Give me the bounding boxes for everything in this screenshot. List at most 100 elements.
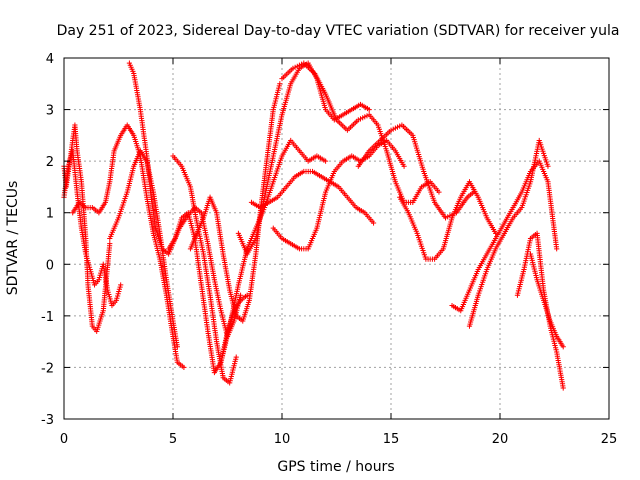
data-point-trail	[292, 61, 305, 70]
data-point-trail	[222, 376, 231, 385]
data-point-trail	[114, 284, 123, 301]
data-point-trail	[406, 212, 419, 234]
data-point	[174, 344, 180, 350]
data-point-trail	[85, 205, 93, 211]
data-point-trail	[398, 196, 410, 214]
data-point-trail	[400, 123, 414, 137]
data-point-trail	[74, 150, 84, 183]
data-point-trail	[176, 361, 185, 369]
data-series-track-17	[466, 137, 551, 329]
y-tick-label: -1	[41, 310, 54, 325]
data-point-trail	[311, 169, 323, 179]
data-point	[96, 277, 102, 283]
data-point-trail	[323, 170, 336, 193]
data-point-trail	[303, 168, 313, 175]
data-point-trail	[83, 238, 91, 286]
data-point-trail	[208, 196, 219, 214]
data-point-trail	[485, 248, 498, 270]
data-point-trail	[164, 279, 176, 322]
data-point-trail	[148, 196, 158, 229]
data-point-trail	[271, 114, 285, 157]
data-point-trail	[379, 129, 392, 142]
data-point-trail	[173, 217, 184, 239]
data-point	[560, 385, 566, 391]
data-point-trail	[161, 247, 170, 256]
data-point-trail	[281, 67, 294, 80]
data-point	[366, 106, 372, 113]
data-point-trail	[250, 200, 262, 210]
data-point-trail	[337, 186, 349, 199]
data-point-trail	[357, 113, 370, 122]
data-point-trail	[393, 181, 406, 203]
data-point-trail	[180, 211, 190, 220]
data-point-trail	[107, 150, 117, 183]
data-point-trail	[363, 211, 375, 224]
data-point-trail	[167, 237, 177, 250]
data-series-track-19	[527, 251, 566, 350]
data-point-trail	[299, 246, 309, 252]
data-point-trail	[188, 232, 199, 250]
data-point-trail	[335, 118, 349, 132]
data-point-trail	[329, 180, 340, 189]
data-point-trail	[467, 294, 481, 327]
data-point-trail	[541, 299, 553, 322]
data-point-trail	[410, 134, 426, 172]
data-point-trail	[466, 190, 475, 199]
data-point-trail	[356, 149, 371, 168]
data-point-trail	[390, 123, 403, 132]
data-point-trail	[220, 253, 232, 291]
data-point-trail	[534, 232, 546, 291]
data-point-trail	[441, 217, 455, 250]
data-point-trail	[298, 149, 310, 162]
data-point-trail	[236, 248, 250, 286]
data-point-trail	[193, 206, 203, 214]
data-point-trail	[239, 293, 249, 302]
data-point-trail	[411, 186, 423, 204]
data-point-trail	[314, 191, 328, 229]
data-point-trail	[289, 139, 301, 152]
data-point-trail	[85, 284, 95, 327]
data-point-trail	[476, 253, 489, 271]
y-tick-label: 3	[46, 104, 54, 119]
data-point-trail	[280, 83, 293, 116]
data-point-trail	[227, 356, 239, 384]
data-point-trail	[307, 154, 318, 163]
data-point-trail	[368, 139, 382, 152]
data-point-trail	[201, 253, 213, 296]
data-point-trail	[467, 268, 480, 291]
y-axis-label: SDTVAR / TECUs	[5, 181, 21, 296]
data-point-trail	[144, 196, 156, 234]
data-point-trail	[346, 196, 358, 209]
data-point-trail	[324, 108, 336, 121]
axis-ticks: 0 5 10 15 20 25 -3 -2 -1 0 1 2 3 4	[41, 52, 617, 447]
data-point-trail	[199, 284, 211, 332]
data-point-trail	[548, 325, 559, 353]
data-point-trail	[262, 155, 276, 198]
data-point-trail	[245, 237, 258, 255]
data-point-trail	[511, 206, 523, 219]
plot-frame	[63, 57, 610, 420]
data-point-trail	[138, 155, 150, 198]
data-point-trail	[180, 165, 193, 188]
data-point	[436, 189, 442, 195]
data-point-trail	[519, 181, 533, 208]
data-point-trail	[313, 72, 328, 95]
y-tick-label: 1	[46, 207, 54, 222]
data-point-trail	[528, 253, 540, 281]
data-point-trail	[494, 222, 506, 240]
data-point-trail	[450, 196, 463, 219]
data-point-trail	[207, 294, 219, 342]
data-point-trail	[403, 199, 414, 205]
data-point-trail	[151, 232, 162, 260]
y-tick-label: 4	[46, 52, 54, 67]
data-point-trail	[459, 289, 472, 312]
data-point-trail	[548, 320, 559, 338]
data-point-trail	[91, 206, 100, 214]
data-series-track-8	[187, 81, 283, 324]
x-tick-label: 20	[492, 432, 509, 447]
data-point-trail	[116, 191, 130, 219]
data-point-trail	[240, 299, 252, 322]
data-point-trail	[171, 155, 183, 168]
data-point-trail	[151, 191, 163, 234]
data-point-trail	[227, 284, 241, 327]
